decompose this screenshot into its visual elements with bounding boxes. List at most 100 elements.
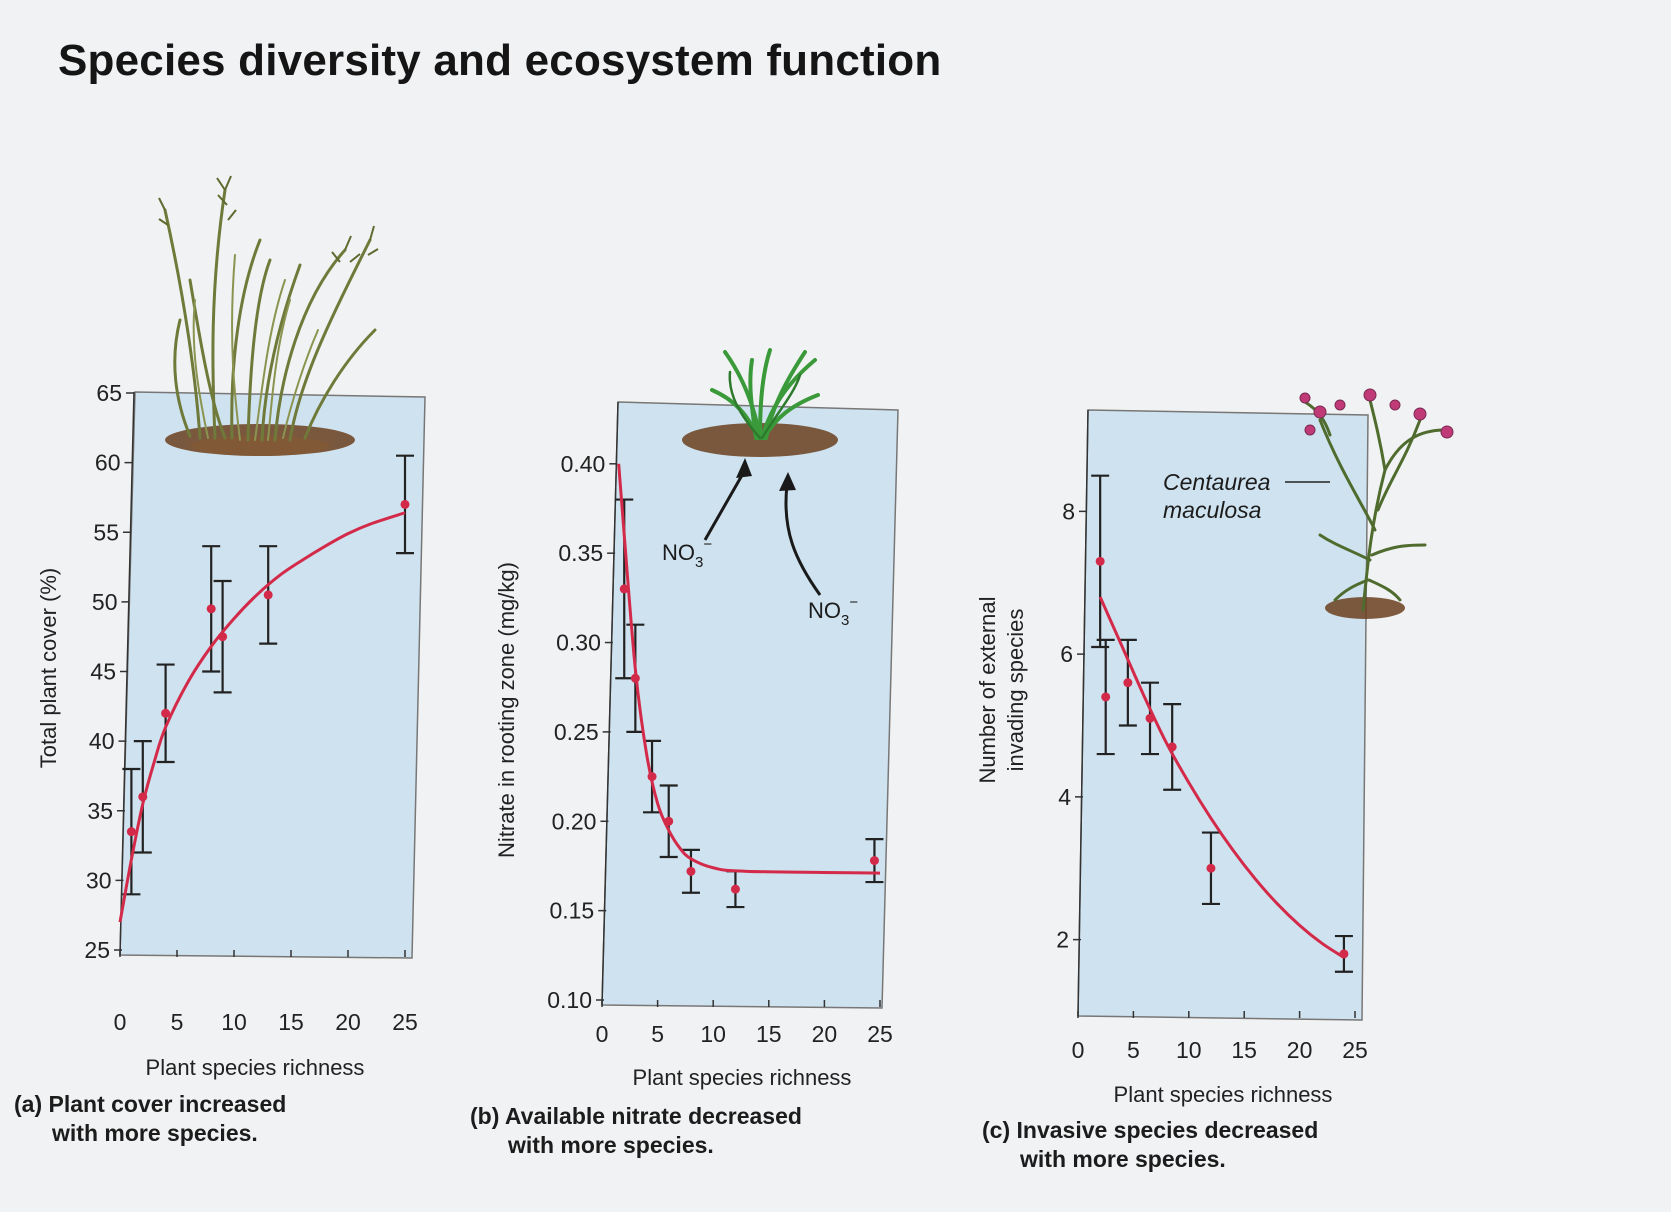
y-axis-title-b: Nitrate in rooting zone (mg/kg) bbox=[494, 562, 519, 858]
y-tick-label: 50 bbox=[92, 589, 118, 615]
y-ticks-c: 2 4 6 8 bbox=[1056, 498, 1087, 953]
data-point bbox=[218, 632, 228, 642]
x-tick-label: 5 bbox=[171, 1009, 184, 1035]
fit-curve-c bbox=[1098, 596, 1345, 959]
data-points-b bbox=[619, 584, 879, 894]
data-point bbox=[400, 499, 410, 509]
no3-label-right: NO3− bbox=[808, 594, 858, 629]
data-point bbox=[1095, 556, 1105, 566]
data-point bbox=[630, 673, 640, 683]
x-ticks-b: 0 5 10 15 20 25 bbox=[596, 1000, 893, 1047]
y-axis-title-c-line2: invading species bbox=[1003, 609, 1028, 772]
y-tick-label: 2 bbox=[1056, 927, 1069, 953]
no3-superscript-right: − bbox=[849, 594, 858, 611]
y-axis-a bbox=[119, 391, 135, 956]
x-tick-label: 5 bbox=[1127, 1037, 1140, 1063]
y-tick-label: 8 bbox=[1062, 498, 1075, 524]
x-tick-label: 20 bbox=[335, 1009, 361, 1035]
x-tick-label: 20 bbox=[812, 1021, 838, 1047]
y-axis-title-a: Total plant cover (%) bbox=[36, 568, 61, 769]
caption-c-line2: with more species. bbox=[1019, 1146, 1226, 1172]
y-tick-label: 0.10 bbox=[547, 987, 592, 1013]
y-tick-label: 0.40 bbox=[561, 451, 606, 477]
data-point bbox=[664, 816, 674, 826]
y-ticks-b: 0.10 0.15 0.20 0.25 0.30 0.35 0.40 bbox=[547, 451, 618, 1013]
x-tick-label: 25 bbox=[867, 1021, 893, 1047]
data-point bbox=[647, 772, 657, 782]
x-tick-label: 10 bbox=[221, 1009, 247, 1035]
x-tick-label: 0 bbox=[596, 1021, 609, 1047]
no3-subscript-left: 3 bbox=[695, 554, 703, 571]
data-point bbox=[619, 584, 629, 594]
prairie-grasses-illustration bbox=[158, 175, 379, 456]
data-point bbox=[206, 604, 216, 614]
x-tick-label: 20 bbox=[1287, 1037, 1313, 1063]
data-point bbox=[730, 884, 740, 894]
y-tick-label: 60 bbox=[95, 450, 121, 476]
y-ticks-a: 25 30 35 40 45 50 55 60 65 bbox=[84, 380, 134, 963]
y-tick-label: 6 bbox=[1060, 641, 1073, 667]
data-point bbox=[869, 856, 879, 866]
data-point bbox=[1167, 742, 1177, 752]
x-axis-title-c: Plant species richness bbox=[1114, 1082, 1333, 1107]
x-ticks-c: 0 5 10 15 20 25 bbox=[1072, 1011, 1368, 1063]
data-point bbox=[161, 708, 171, 718]
caption-c-line1: (c) Invasive species decreased bbox=[982, 1117, 1318, 1143]
y-tick-label: 30 bbox=[86, 867, 112, 893]
y-tick-label: 45 bbox=[90, 659, 116, 685]
y-tick-label: 0.25 bbox=[554, 719, 599, 745]
y-tick-label: 0.30 bbox=[556, 630, 601, 656]
data-points-a bbox=[126, 499, 410, 837]
caption-b-line1: (b) Available nitrate decreased bbox=[470, 1103, 802, 1129]
panel-c: Centaurea maculosa 2 4 6 8 0 5 10 15 20 25 Plant… bbox=[975, 388, 1454, 1172]
x-tick-label: 15 bbox=[1231, 1037, 1257, 1063]
no3-arrow-left bbox=[703, 458, 752, 541]
knapweed-illustration bbox=[1299, 388, 1454, 619]
y-tick-label: 40 bbox=[89, 728, 115, 754]
y-tick-label: 25 bbox=[84, 937, 110, 963]
panel-a: 25 30 35 40 45 50 55 60 65 0 5 10 15 20 25 Plant spec… bbox=[14, 175, 426, 1146]
y-tick-label: 0.20 bbox=[552, 808, 597, 834]
x-tick-label: 25 bbox=[392, 1009, 418, 1035]
grass-tuft-illustration bbox=[682, 348, 838, 457]
no3-arrow-right bbox=[779, 472, 822, 596]
data-point bbox=[1339, 949, 1349, 959]
x-ticks-a: 0 5 10 15 20 25 bbox=[114, 950, 418, 1035]
y-tick-label: 0.15 bbox=[549, 898, 594, 924]
y-axis-b bbox=[601, 401, 619, 1006]
y-tick-label: 4 bbox=[1058, 784, 1071, 810]
no3-superscript-left: − bbox=[703, 536, 712, 553]
data-point bbox=[1123, 678, 1133, 688]
x-tick-label: 0 bbox=[114, 1009, 127, 1035]
x-tick-label: 10 bbox=[700, 1021, 726, 1047]
data-point bbox=[1101, 692, 1111, 702]
data-point bbox=[1145, 713, 1155, 723]
panel-b: NO3− NO3− 0.10 0.15 0.20 0.25 0.30 0.35 0.40 0… bbox=[470, 348, 899, 1158]
x-tick-label: 10 bbox=[1176, 1037, 1202, 1063]
y-tick-label: 35 bbox=[87, 798, 113, 824]
caption-b-line2: with more species. bbox=[507, 1132, 714, 1158]
species-name-line1: Centaurea bbox=[1163, 469, 1270, 495]
caption-a-line1: (a) Plant cover increased bbox=[14, 1091, 286, 1117]
x-tick-label: 15 bbox=[756, 1021, 782, 1047]
data-points-c bbox=[1095, 556, 1349, 959]
species-name-line2: maculosa bbox=[1163, 497, 1261, 523]
no3-label-left: NO3− bbox=[662, 536, 712, 571]
x-tick-label: 25 bbox=[1342, 1037, 1368, 1063]
x-tick-label: 0 bbox=[1072, 1037, 1085, 1063]
data-point bbox=[263, 590, 273, 600]
y-axis-title-c: Number of external invading species bbox=[975, 596, 1028, 783]
y-axis-title-c-line1: Number of external bbox=[975, 596, 1000, 783]
fit-curve-a bbox=[118, 511, 406, 923]
y-tick-label: 0.35 bbox=[558, 540, 603, 566]
page-title: Species diversity and ecosystem function bbox=[58, 36, 942, 85]
data-point bbox=[686, 866, 696, 876]
no3-subscript-right: 3 bbox=[841, 612, 849, 629]
data-point bbox=[126, 827, 136, 837]
x-tick-label: 15 bbox=[278, 1009, 304, 1035]
y-tick-label: 55 bbox=[93, 519, 119, 545]
fit-curve-b bbox=[617, 463, 881, 875]
x-tick-label: 5 bbox=[651, 1021, 664, 1047]
